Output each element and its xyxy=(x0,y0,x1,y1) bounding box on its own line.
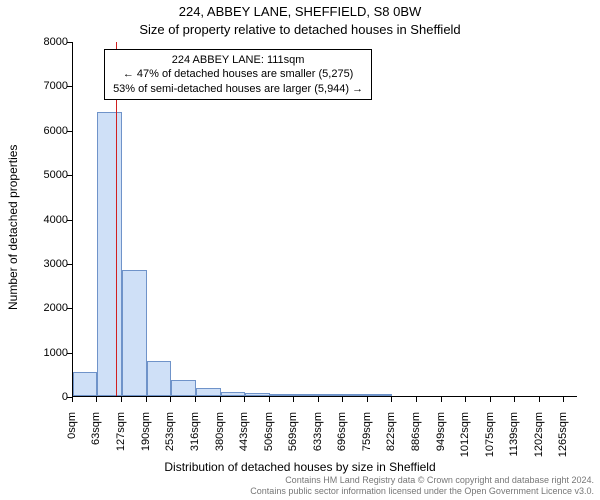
histogram-bar xyxy=(147,361,171,397)
x-tick-label: 127sqm xyxy=(115,412,127,472)
y-tick-mark xyxy=(67,86,72,87)
x-tick-label: 380sqm xyxy=(214,412,226,472)
y-tick-label: 3000 xyxy=(0,258,68,270)
x-tick-label: 0sqm xyxy=(66,412,78,472)
histogram-bar xyxy=(221,392,245,396)
histogram-bar xyxy=(343,394,367,396)
x-tick-mark xyxy=(269,397,270,402)
y-tick-mark xyxy=(67,42,72,43)
y-tick-label: 0 xyxy=(0,391,68,403)
annotation-line3: 53% of semi-detached houses are larger (… xyxy=(113,82,363,96)
y-tick-label: 1000 xyxy=(0,347,68,359)
x-tick-mark xyxy=(96,397,97,402)
x-tick-label: 1012sqm xyxy=(459,412,471,472)
y-tick-mark xyxy=(67,264,72,265)
x-tick-label: 1075sqm xyxy=(484,412,496,472)
chart-container: 224, ABBEY LANE, SHEFFIELD, S8 0BW Size … xyxy=(0,0,600,500)
x-tick-mark xyxy=(318,397,319,402)
y-tick-label: 7000 xyxy=(0,80,68,92)
x-tick-label: 569sqm xyxy=(287,412,299,472)
y-tick-label: 6000 xyxy=(0,125,68,137)
x-tick-label: 822sqm xyxy=(385,412,397,472)
histogram-bar xyxy=(294,394,319,396)
x-tick-mark xyxy=(490,397,491,402)
y-tick-label: 4000 xyxy=(0,214,68,226)
histogram-bar xyxy=(319,394,343,396)
x-tick-mark xyxy=(244,397,245,402)
x-tick-label: 949sqm xyxy=(435,412,447,472)
x-tick-mark xyxy=(146,397,147,402)
x-tick-mark xyxy=(121,397,122,402)
x-tick-label: 253sqm xyxy=(164,412,176,472)
x-tick-label: 886sqm xyxy=(410,412,422,472)
histogram-bar xyxy=(171,380,195,396)
annotation-line1: 224 ABBEY LANE: 111sqm xyxy=(113,53,363,67)
histogram-bar xyxy=(245,393,269,396)
y-tick-mark xyxy=(67,308,72,309)
x-tick-mark xyxy=(72,397,73,402)
x-tick-mark xyxy=(170,397,171,402)
x-tick-mark xyxy=(539,397,540,402)
plot-area: 224 ABBEY LANE: 111sqm ← 47% of detached… xyxy=(72,42,577,397)
x-tick-mark xyxy=(514,397,515,402)
x-tick-mark xyxy=(293,397,294,402)
x-tick-label: 1202sqm xyxy=(533,412,545,472)
histogram-bar xyxy=(270,394,294,396)
histogram-bar xyxy=(97,112,122,396)
x-tick-label: 696sqm xyxy=(336,412,348,472)
annotation-line2: ← 47% of detached houses are smaller (5,… xyxy=(113,67,363,81)
x-tick-label: 506sqm xyxy=(263,412,275,472)
y-tick-label: 8000 xyxy=(0,36,68,48)
x-tick-mark xyxy=(391,397,392,402)
x-tick-mark xyxy=(416,397,417,402)
x-tick-label: 190sqm xyxy=(140,412,152,472)
histogram-bar xyxy=(196,388,221,396)
x-tick-label: 316sqm xyxy=(189,412,201,472)
x-tick-mark xyxy=(342,397,343,402)
y-tick-label: 5000 xyxy=(0,169,68,181)
y-tick-mark xyxy=(67,220,72,221)
footer-line1: Contains HM Land Registry data © Crown c… xyxy=(250,475,594,486)
histogram-bar xyxy=(368,394,392,396)
x-tick-mark xyxy=(465,397,466,402)
x-tick-label: 633sqm xyxy=(312,412,324,472)
x-tick-mark xyxy=(195,397,196,402)
x-tick-label: 1265sqm xyxy=(557,412,569,472)
chart-title-subtitle: Size of property relative to detached ho… xyxy=(0,22,600,37)
annotation-box: 224 ABBEY LANE: 111sqm ← 47% of detached… xyxy=(104,49,372,100)
y-tick-mark xyxy=(67,353,72,354)
histogram-bar xyxy=(122,270,146,396)
footer-line2: Contains public sector information licen… xyxy=(250,486,594,497)
x-tick-mark xyxy=(367,397,368,402)
y-tick-mark xyxy=(67,175,72,176)
chart-title-address: 224, ABBEY LANE, SHEFFIELD, S8 0BW xyxy=(0,4,600,19)
x-tick-label: 63sqm xyxy=(90,412,102,472)
y-tick-label: 2000 xyxy=(0,302,68,314)
histogram-bar xyxy=(73,372,97,396)
x-tick-label: 759sqm xyxy=(361,412,373,472)
x-tick-label: 1139sqm xyxy=(508,412,520,472)
footer-attribution: Contains HM Land Registry data © Crown c… xyxy=(250,475,594,498)
x-tick-label: 443sqm xyxy=(238,412,250,472)
y-tick-mark xyxy=(67,131,72,132)
x-tick-mark xyxy=(563,397,564,402)
x-tick-mark xyxy=(220,397,221,402)
x-tick-mark xyxy=(441,397,442,402)
